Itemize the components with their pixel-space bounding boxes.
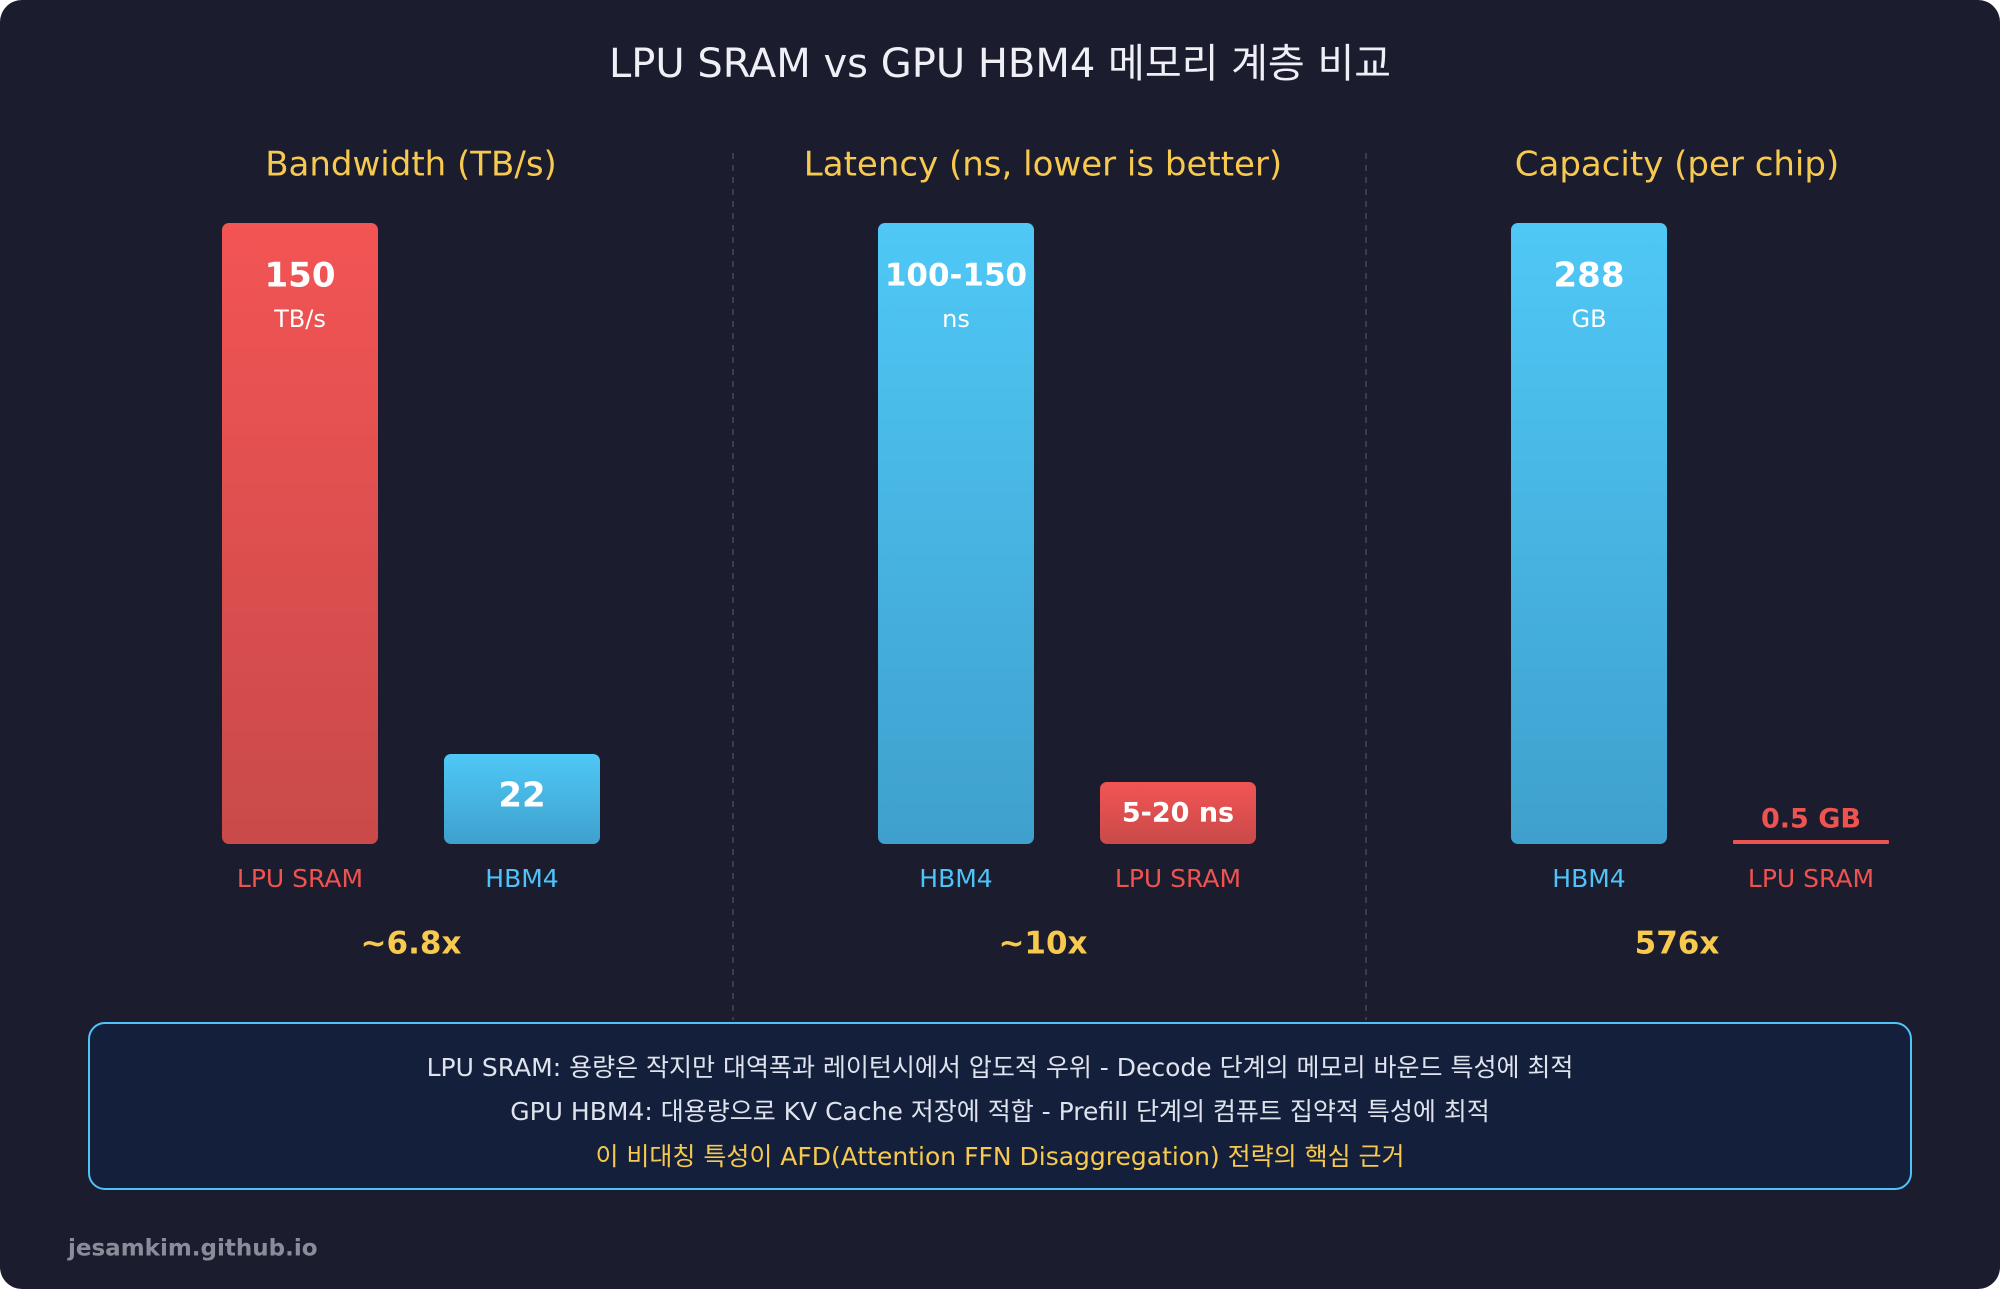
note: GPU HBM4: 대용량으로 KV Cache 저장에 적합 - Prefil…	[510, 1097, 1490, 1126]
bar	[1100, 782, 1256, 844]
bar-value: 100-150	[885, 258, 1027, 294]
bar-value: 0.5 GB	[1761, 804, 1861, 835]
panel-title: Latency (ns, lower is better)	[804, 145, 1282, 185]
bar	[222, 223, 378, 844]
bar	[1733, 840, 1889, 844]
bar-label: HBM4	[919, 864, 992, 893]
bar-label: HBM4	[485, 864, 558, 893]
bar	[444, 754, 600, 844]
bar-label: LPU SRAM	[237, 864, 363, 893]
bar-unit: TB/s	[273, 305, 326, 333]
ratio: ~10x	[998, 926, 1087, 962]
bar	[878, 223, 1034, 844]
bar-value: 22	[498, 776, 545, 816]
ratio: 576x	[1635, 926, 1720, 962]
note-box	[88, 1022, 1912, 1190]
bar-unit: GB	[1571, 305, 1606, 333]
bar-unit: ns	[942, 305, 970, 333]
bar-value: 288	[1554, 256, 1625, 296]
bar	[1511, 223, 1667, 844]
bar-value: 5-20 ns	[1122, 798, 1234, 829]
footer: jesamkim.github.io	[67, 1236, 318, 1262]
bar-value: 150	[265, 256, 336, 296]
note: LPU SRAM: 용량은 작지만 대역폭과 레이턴시에서 압도적 우위 - D…	[427, 1053, 1574, 1082]
bar-label: HBM4	[1552, 864, 1625, 893]
title: LPU SRAM vs GPU HBM4 메모리 계층 비교	[609, 41, 1391, 87]
note: 이 비대칭 특성이 AFD(Attention FFN Disaggregati…	[595, 1142, 1404, 1171]
panel-title: Bandwidth (TB/s)	[265, 145, 557, 185]
bar-label: LPU SRAM	[1748, 864, 1874, 893]
ratio: ~6.8x	[361, 926, 462, 962]
bar-label: LPU SRAM	[1115, 864, 1241, 893]
panel-title: Capacity (per chip)	[1515, 145, 1839, 185]
